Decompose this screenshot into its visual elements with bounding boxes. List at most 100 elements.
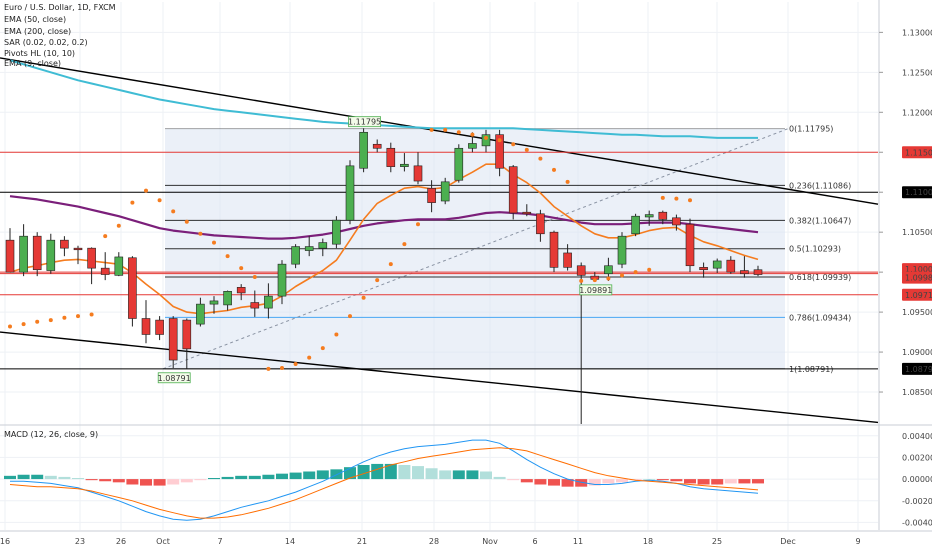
candle-bearish <box>100 252 110 281</box>
macd-tick-label: 0.00200 <box>902 453 932 462</box>
candle-body <box>712 260 722 269</box>
candle-body <box>617 235 627 265</box>
candle-body <box>644 214 654 218</box>
candle-bullish <box>359 128 368 173</box>
price-tick-label: 1.13000 <box>902 28 932 37</box>
indicator-ema9[interactable]: EMA (9, close) <box>4 59 61 68</box>
sar-dot <box>552 167 556 172</box>
candle-bearish <box>87 247 96 285</box>
macd-histogram-bar <box>44 475 57 480</box>
time-tick-label: Oct <box>156 537 170 546</box>
candle-body <box>250 302 260 309</box>
sar-dot <box>320 346 325 351</box>
price-badge: 1.09717 <box>902 288 932 301</box>
sar-dot <box>171 209 176 214</box>
sar-dot <box>280 366 284 371</box>
time-tick-label: 21 <box>357 537 367 546</box>
indicator-ema200[interactable]: EMA (200, close) <box>4 27 71 36</box>
time-tick-label: 9 <box>855 537 860 546</box>
candle-bearish <box>250 290 260 317</box>
candle-bullish <box>318 238 328 257</box>
sar-dot <box>62 315 67 320</box>
candle-bullish <box>209 296 219 314</box>
sar-dot <box>402 242 407 247</box>
macd-histogram-bar <box>493 476 506 480</box>
symbol-title[interactable]: Euro / U.S. Dollar, 1D, FXCM <box>4 3 116 12</box>
pivot-label-box <box>157 372 191 384</box>
candle-bullish <box>19 224 28 277</box>
candle-body <box>141 318 151 335</box>
indicator-sar[interactable]: SAR (0.02, 0.02, 0.2) <box>4 38 88 47</box>
candle-body <box>740 270 749 275</box>
candle-bearish <box>658 210 668 225</box>
candle-bearish <box>685 218 695 273</box>
lower-trend-line <box>0 331 879 424</box>
candle-body <box>19 235 28 273</box>
macd-pane <box>4 439 764 521</box>
macd-title[interactable]: MACD (12, 26, close, 9) <box>4 430 98 439</box>
candle-body <box>413 165 423 182</box>
price-badge: 1.08790 <box>902 362 932 375</box>
sar-dot <box>633 270 638 275</box>
macd-histogram-bar <box>466 470 479 480</box>
candle-bullish <box>481 129 491 153</box>
candle-body <box>32 235 42 271</box>
price-badge-label: 1.09717 <box>905 291 932 300</box>
candle-body <box>114 256 124 276</box>
candle-body <box>522 211 532 215</box>
sar-dot <box>511 142 516 147</box>
candle-bearish <box>413 152 423 185</box>
candle-bearish <box>60 236 69 257</box>
macd-tick-label: 0.00000 <box>902 475 932 484</box>
indicator-ema50[interactable]: EMA (50, close) <box>4 15 66 24</box>
candle-body <box>128 257 137 319</box>
macd-tick-label: -0.00200 <box>902 497 932 506</box>
signal-line <box>9 447 759 519</box>
ema-200-line <box>9 59 758 139</box>
candle-bearish <box>549 230 559 273</box>
sar-dot <box>388 262 393 267</box>
sar-dot <box>647 267 652 272</box>
candle-bearish <box>386 142 396 173</box>
macd-histogram-bar <box>112 479 125 483</box>
macd-histogram-bar <box>58 476 71 480</box>
sar-dot <box>266 366 271 371</box>
time-tick-label: 25 <box>712 537 722 546</box>
macd-histogram-bar <box>520 479 533 483</box>
candle-body <box>440 181 450 202</box>
candle-body <box>481 134 491 147</box>
macd-histogram-bar <box>697 479 710 485</box>
price-badge: 1.09982 <box>902 271 932 284</box>
macd-tick-label: -0.00400 <box>902 518 932 527</box>
candle-body <box>100 267 110 275</box>
macd-histogram-bar <box>180 479 193 483</box>
candle-body <box>87 247 96 269</box>
candle-body <box>46 239 56 271</box>
price-badge-label: 1.08790 <box>905 365 932 374</box>
sar-dot <box>429 127 434 132</box>
macd-histogram-bar <box>656 479 669 481</box>
candle-body <box>536 213 545 235</box>
price-badge-label: 1.09982 <box>905 274 932 283</box>
time-tick-label: 23 <box>75 537 85 546</box>
candle-bullish <box>617 232 627 269</box>
candle-body <box>277 263 287 297</box>
sar-dot <box>524 147 529 152</box>
pivot-labels: 1.11795 1.09891 1.08791 <box>157 116 612 384</box>
candle-body <box>196 303 205 325</box>
sar-dot <box>144 188 148 193</box>
candle-bearish <box>182 318 192 369</box>
macd-histogram-bar <box>262 474 275 480</box>
candle-body <box>685 223 695 267</box>
fib-label: 0.382(1.10647) <box>789 216 851 225</box>
pivot-label: 1.09891 <box>579 286 612 295</box>
macd-histogram-bar <box>140 479 152 486</box>
indicator-pivots[interactable]: Pivots HL (10, 10) <box>4 49 75 58</box>
price-badge-bg <box>902 362 932 375</box>
time-tick-label: Nov <box>482 537 498 546</box>
candle-body <box>699 267 708 271</box>
candle-bullish <box>223 290 232 311</box>
price-badge: 1.11500 <box>902 146 932 159</box>
candle-body <box>5 239 15 273</box>
macd-histogram-bar <box>303 471 316 480</box>
